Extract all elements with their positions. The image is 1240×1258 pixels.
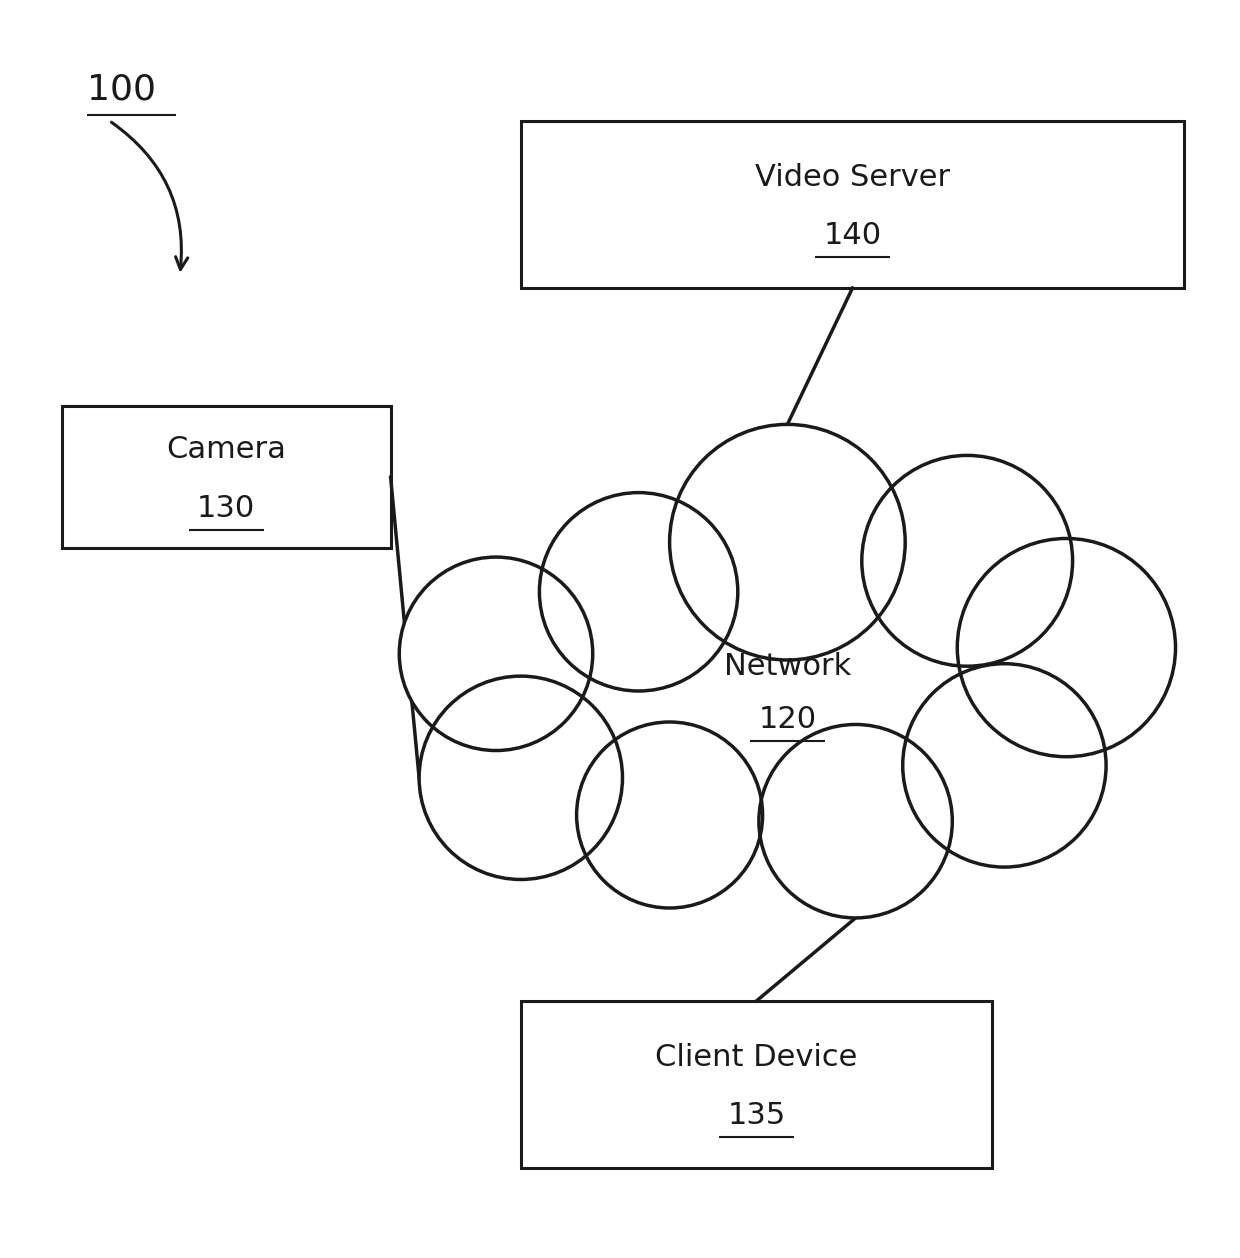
Text: Camera: Camera bbox=[166, 435, 286, 464]
Circle shape bbox=[399, 557, 593, 751]
Text: 130: 130 bbox=[197, 493, 255, 522]
Circle shape bbox=[670, 424, 905, 660]
Text: 100: 100 bbox=[87, 73, 156, 107]
Circle shape bbox=[539, 493, 738, 691]
Circle shape bbox=[577, 722, 763, 908]
Circle shape bbox=[903, 664, 1106, 867]
Text: 135: 135 bbox=[728, 1101, 785, 1130]
Circle shape bbox=[419, 676, 622, 879]
Circle shape bbox=[759, 725, 952, 918]
FancyBboxPatch shape bbox=[521, 1001, 992, 1169]
Text: 120: 120 bbox=[759, 704, 816, 733]
FancyBboxPatch shape bbox=[521, 121, 1184, 288]
Circle shape bbox=[862, 455, 1073, 667]
Text: Video Server: Video Server bbox=[755, 162, 950, 191]
Text: 140: 140 bbox=[823, 221, 882, 250]
Text: Network: Network bbox=[724, 652, 851, 681]
Circle shape bbox=[957, 538, 1176, 757]
FancyBboxPatch shape bbox=[62, 406, 391, 548]
Text: Client Device: Client Device bbox=[655, 1043, 858, 1072]
